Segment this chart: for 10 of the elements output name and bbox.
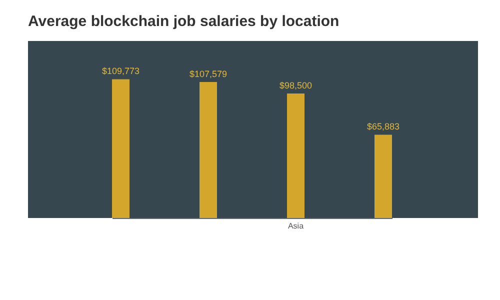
bar	[200, 82, 217, 218]
chart-title: Average blockchain job salaries by location	[28, 13, 340, 30]
bar	[112, 79, 130, 218]
data-label: $109,773	[102, 66, 140, 76]
data-label: $98,500	[279, 80, 312, 90]
data-label: $65,883	[366, 122, 400, 132]
bar	[287, 93, 304, 218]
x-tick-label: Asia	[288, 222, 304, 230]
bar	[374, 134, 392, 218]
data-label: $107,579	[189, 68, 228, 79]
